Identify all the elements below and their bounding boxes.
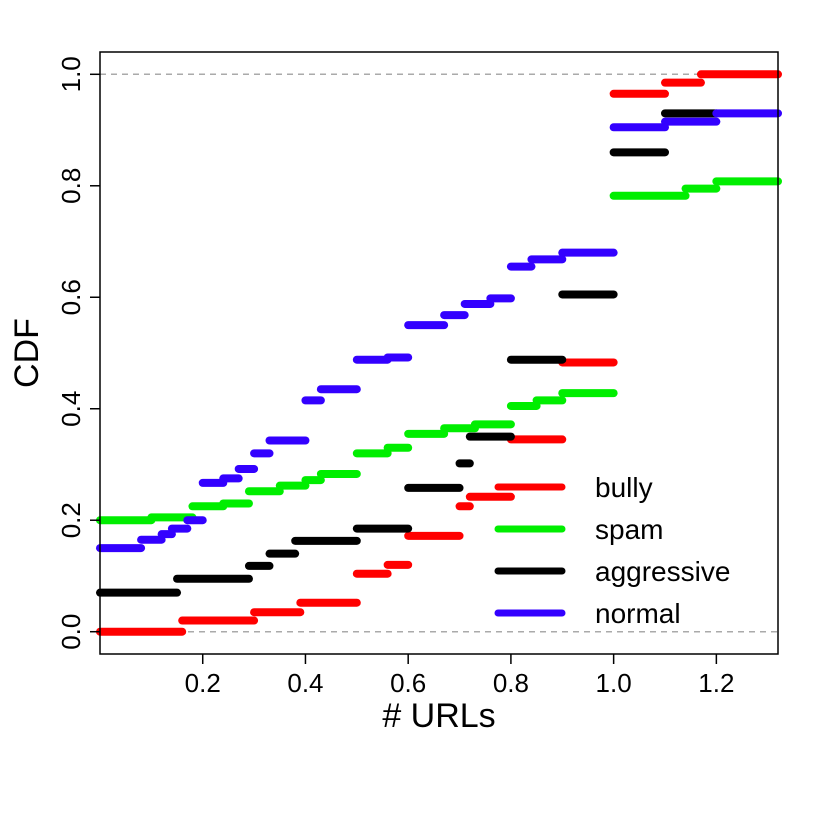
y-tick-label: 0.8 [56,168,86,204]
x-tick-label: 1.2 [698,668,734,698]
x-axis: 0.2 0.4 0.6 0.8 1.0 1.2 [185,654,734,698]
series-bully [96,70,782,636]
y-tick-label: 0.6 [56,279,86,315]
x-tick-label: 1.0 [596,668,632,698]
x-tick-label: 0.6 [390,668,426,698]
reference-lines [100,73,778,633]
x-tick-label: 0.2 [185,668,221,698]
series-normal [96,109,782,553]
legend-label-bully: bully [595,472,653,503]
series-aggressive [96,109,721,597]
x-axis-title: # URLs [382,697,495,735]
y-tick-label: 0.4 [56,391,86,427]
x-tick-label: 0.8 [493,668,529,698]
y-tick-label: 0.0 [56,614,86,650]
legend-label-aggressive: aggressive [595,556,730,587]
x-tick-label: 0.4 [287,668,323,698]
legend: bully spam aggressive normal [494,472,730,629]
y-axis-title: CDF [8,318,46,388]
series-layer [96,70,782,636]
plot-frame [99,51,779,655]
y-axis: 0.0 0.2 0.4 0.6 0.8 1.0 [56,56,100,650]
legend-label-spam: spam [595,514,663,545]
y-tick-label: 1.0 [56,56,86,92]
legend-label-normal: normal [595,598,681,629]
y-tick-label: 0.2 [56,502,86,538]
series-spam [96,177,782,525]
